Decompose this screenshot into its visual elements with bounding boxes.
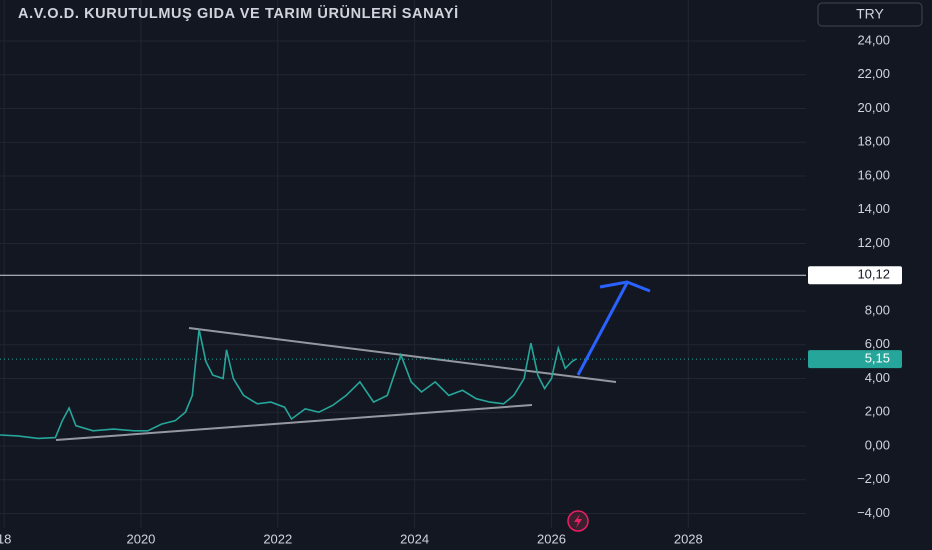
grid: [0, 0, 806, 528]
arrow-head: [599, 280, 651, 293]
y-tick-label: 20,00: [857, 100, 890, 115]
x-tick-label: 2024: [400, 531, 429, 546]
y-tick-label: −4,00: [857, 505, 890, 520]
y-tick-label: 8,00: [865, 302, 890, 317]
y-tick-label: 22,00: [857, 66, 890, 81]
x-tick-label: 2026: [537, 531, 566, 546]
last-price-badge: [808, 350, 902, 369]
trendline-resistance: [188, 327, 617, 383]
x-tick-label: 2028: [674, 531, 703, 546]
y-tick-label: 24,00: [857, 32, 890, 47]
x-tick-label: 2022: [263, 531, 292, 546]
y-tick-label: 18,00: [857, 134, 890, 149]
chart-title: A.V.O.D. KURUTULMUŞ GIDA VE TARIM ÜRÜNLE…: [18, 5, 459, 22]
currency-label: TRY: [856, 6, 884, 22]
last-price-label: 5,15: [865, 351, 890, 366]
price-line: [0, 329, 577, 440]
level-badge: [808, 266, 902, 285]
y-tick-label: 4,00: [865, 370, 890, 385]
y-tick-label: 0,00: [865, 437, 890, 452]
arrow-shaft: [576, 282, 629, 376]
level-label: 10,12: [857, 267, 890, 282]
y-tick-label: 14,00: [857, 201, 890, 216]
x-tick-label: 18: [0, 531, 11, 546]
y-tick-label: −2,00: [857, 471, 890, 486]
lightning: [574, 514, 582, 528]
plot: [0, 280, 651, 532]
y-tick-label: 12,00: [857, 235, 890, 250]
currency-button[interactable]: [817, 2, 923, 27]
trendline-support: [55, 404, 533, 441]
y-tick-label: 2,00: [865, 404, 890, 419]
y-tick-label: 6,00: [865, 336, 890, 351]
y-tick-label: 16,00: [857, 167, 890, 182]
x-tick-label: 2020: [126, 531, 155, 546]
